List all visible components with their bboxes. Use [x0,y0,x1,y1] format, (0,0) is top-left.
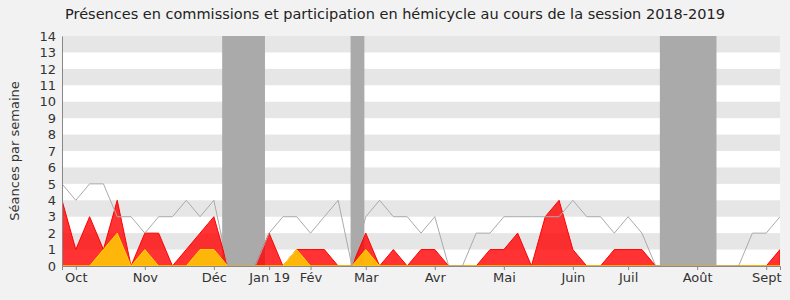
tick: 11 [39,78,62,93]
tick-label: Oct [65,270,87,285]
tick: 4 [48,193,62,208]
tick-label: 1 [48,242,56,257]
tick-label: Jan 19 [248,270,290,285]
tick-label: 14 [39,29,56,44]
tick-label: Sept [752,270,782,285]
tick-label: Juin [560,270,585,285]
tick: 2 [48,226,62,241]
title: Présences en commissions et participatio… [65,6,725,22]
tick-label: 10 [39,94,56,109]
shaded-range [351,36,365,266]
tick-label: Déc [202,270,227,285]
tick: 9 [48,111,62,126]
tick: Juil [618,266,638,285]
tick-label: Nov [133,270,159,285]
chart: 01234567891011121314OctNovDécJan 19FévMa… [0,0,790,300]
tick: Déc [202,266,227,285]
tick-label: Fév [300,270,323,285]
y-axis: 01234567891011121314 [39,29,62,274]
tick-label: Août [683,270,713,285]
tick-label: 3 [48,209,56,224]
tick-label: 8 [48,127,56,142]
tick: Jan 19 [248,266,290,285]
shaded-range [222,36,265,266]
tick-label: Avr [425,270,447,285]
grid [62,36,780,266]
tick: Mai [493,266,516,285]
tick: Juin [560,266,585,285]
tick: 12 [39,62,62,77]
tick-label: 12 [39,62,56,77]
tick: 14 [39,29,62,44]
axis-line [63,267,781,271]
shaded-range [660,36,717,266]
tick: 5 [48,177,62,192]
tick: 8 [48,127,62,142]
tick: Avr [425,266,447,285]
tick-label: 11 [39,78,56,93]
tick-label: Mai [493,270,516,285]
background [0,0,790,300]
tick: 13 [39,45,62,60]
tick-label: 6 [48,160,56,175]
tick: 7 [48,144,62,159]
tick: Mar [354,266,379,285]
tick: Nov [133,266,159,285]
tick-label: 9 [48,111,56,126]
tick: Oct [65,266,87,285]
line [62,184,780,266]
axis-title: Séances par semaine [7,81,22,220]
tick-label: 0 [48,259,56,274]
tick-label: 13 [39,45,56,60]
tick: 1 [48,242,62,257]
tick: 6 [48,160,62,175]
tick-label: 2 [48,226,56,241]
tick-label: Mar [354,270,379,285]
axis-line [62,37,63,267]
area [62,233,780,266]
tick-label: 4 [48,193,56,208]
tick-label: Juil [618,270,638,285]
tick: Sept [752,266,782,285]
tick: Fév [300,266,323,285]
plot-area [62,36,780,266]
plot [62,36,780,266]
tick: 3 [48,209,62,224]
tick: 0 [48,259,62,274]
tick-label: 7 [48,144,56,159]
tick-label: 5 [48,177,56,192]
tick: Août [683,266,713,285]
tick: 10 [39,94,62,109]
x-axis: Oct Nov Déc Jan 19 Fév Mar Avr Mai Juin Juil Août S… [63,266,782,285]
